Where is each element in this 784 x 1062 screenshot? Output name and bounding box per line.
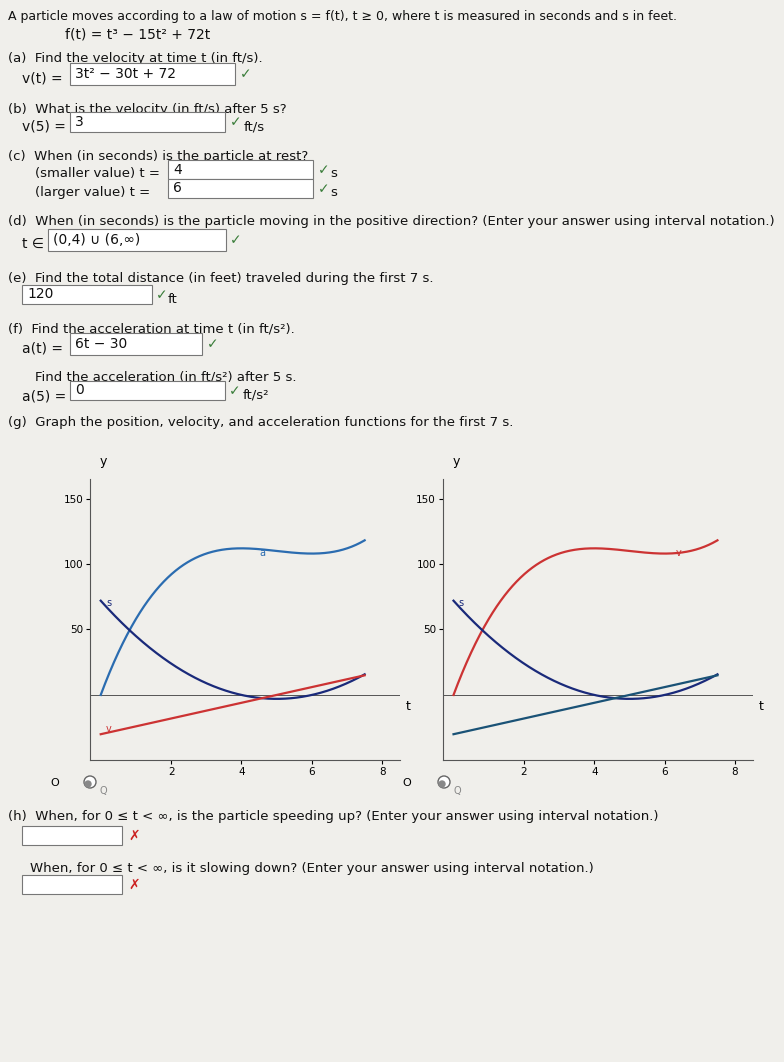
Text: v: v [106,723,112,734]
Text: ✓: ✓ [156,288,168,302]
Text: v(5) =: v(5) = [22,120,71,134]
Text: ✗: ✗ [128,829,140,843]
Text: ✓: ✓ [318,182,329,196]
Bar [22,826,122,845]
Bar [70,63,235,85]
Text: ✓: ✓ [240,67,252,81]
Bar [22,285,152,304]
Text: t ∈: t ∈ [22,237,49,251]
Text: y: y [100,455,107,467]
Circle shape [84,776,96,788]
Text: 6t − 30: 6t − 30 [75,337,127,352]
Text: (0,4) ∪ (6,∞): (0,4) ∪ (6,∞) [53,233,140,247]
Text: v: v [675,548,681,559]
Text: When, for 0 ≤ t < ∞, is it slowing down? (Enter your answer using interval notat: When, for 0 ≤ t < ∞, is it slowing down?… [30,862,593,875]
Text: A particle moves according to a law of motion s = f(t), t ≥ 0, where t is measur: A particle moves according to a law of m… [8,10,677,23]
Bar [168,160,313,179]
Text: ✓: ✓ [207,337,219,352]
Text: (f)  Find the acceleration at time t (in ft/s²).: (f) Find the acceleration at time t (in … [8,322,295,335]
Bar [70,112,225,132]
Text: ✓: ✓ [318,162,329,177]
Text: ✓: ✓ [230,233,241,247]
Text: 3t² − 30t + 72: 3t² − 30t + 72 [75,67,176,81]
Text: v(t) =: v(t) = [22,72,67,86]
Text: (b)  What is the velocity (in ft/s) after 5 s?: (b) What is the velocity (in ft/s) after… [8,103,287,116]
Text: (c)  When (in seconds) is the particle at rest?: (c) When (in seconds) is the particle at… [8,150,308,162]
Text: s: s [330,167,337,179]
Bar [70,333,202,355]
Circle shape [439,781,445,787]
Text: ✓: ✓ [230,115,241,129]
Text: a: a [259,548,265,559]
Text: ✓: ✓ [229,384,241,398]
Text: O: O [50,777,59,788]
Text: (d)  When (in seconds) is the particle moving in the positive direction? (Enter : (d) When (in seconds) is the particle mo… [8,215,775,228]
Text: 4: 4 [173,162,182,176]
Text: t: t [759,700,764,713]
Bar [22,875,122,894]
Text: 6: 6 [173,182,182,195]
Text: Q: Q [100,786,107,796]
Text: (smaller value) t =: (smaller value) t = [35,167,164,179]
Circle shape [85,781,91,787]
Text: Find the acceleration (in ft/s²) after 5 s.: Find the acceleration (in ft/s²) after 5… [35,371,296,384]
Circle shape [438,776,450,788]
Text: 3: 3 [75,115,84,129]
Bar [168,179,313,198]
Text: (h)  When, for 0 ≤ t < ∞, is the particle speeding up? (Enter your answer using : (h) When, for 0 ≤ t < ∞, is the particle… [8,810,659,823]
Text: (larger value) t =: (larger value) t = [35,186,154,199]
Text: 120: 120 [27,288,53,302]
Text: f(t) = t³ − 15t² + 72t: f(t) = t³ − 15t² + 72t [65,28,210,42]
Text: a(5) =: a(5) = [22,389,71,402]
Text: s: s [106,598,111,607]
Bar [70,381,225,400]
Text: (g)  Graph the position, velocity, and acceleration functions for the first 7 s.: (g) Graph the position, velocity, and ac… [8,416,514,429]
Text: ft/s: ft/s [244,120,265,133]
Text: Q: Q [454,786,462,796]
Text: 0: 0 [75,383,84,397]
Text: ft/s²: ft/s² [243,389,270,402]
Text: ft: ft [168,293,178,306]
Bar [48,229,226,251]
Text: s: s [459,598,464,607]
Text: ✗: ✗ [128,878,140,892]
Text: (e)  Find the total distance (in feet) traveled during the first 7 s.: (e) Find the total distance (in feet) tr… [8,272,434,285]
Text: s: s [330,186,337,199]
Text: a(t) =: a(t) = [22,341,67,355]
Text: O: O [403,777,412,788]
Text: t: t [406,700,411,713]
Text: y: y [452,455,459,467]
Text: (a)  Find the velocity at time t (in ft/s).: (a) Find the velocity at time t (in ft/s… [8,52,263,65]
